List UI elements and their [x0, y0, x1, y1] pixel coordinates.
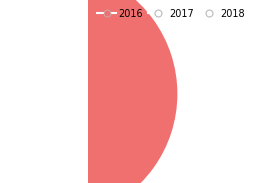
Wedge shape: [0, 0, 51, 94]
Legend: 2016, 2017, 2018: 2016, 2017, 2018: [93, 5, 249, 23]
Text: 20%: 20%: [0, 31, 25, 44]
Wedge shape: [0, 0, 177, 183]
